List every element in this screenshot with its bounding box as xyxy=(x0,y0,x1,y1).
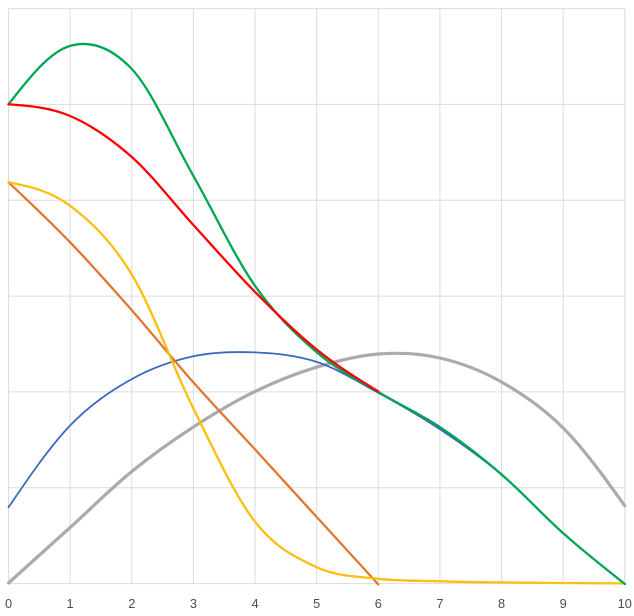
svg-text:3: 3 xyxy=(190,596,197,611)
svg-text:8: 8 xyxy=(498,596,505,611)
svg-text:5: 5 xyxy=(313,596,320,611)
svg-text:2: 2 xyxy=(128,596,135,611)
svg-text:4: 4 xyxy=(251,596,258,611)
svg-text:9: 9 xyxy=(560,596,567,611)
svg-text:6: 6 xyxy=(375,596,382,611)
svg-text:0: 0 xyxy=(5,596,12,611)
svg-text:1: 1 xyxy=(67,596,74,611)
svg-text:7: 7 xyxy=(436,596,443,611)
svg-text:10: 10 xyxy=(618,596,632,611)
